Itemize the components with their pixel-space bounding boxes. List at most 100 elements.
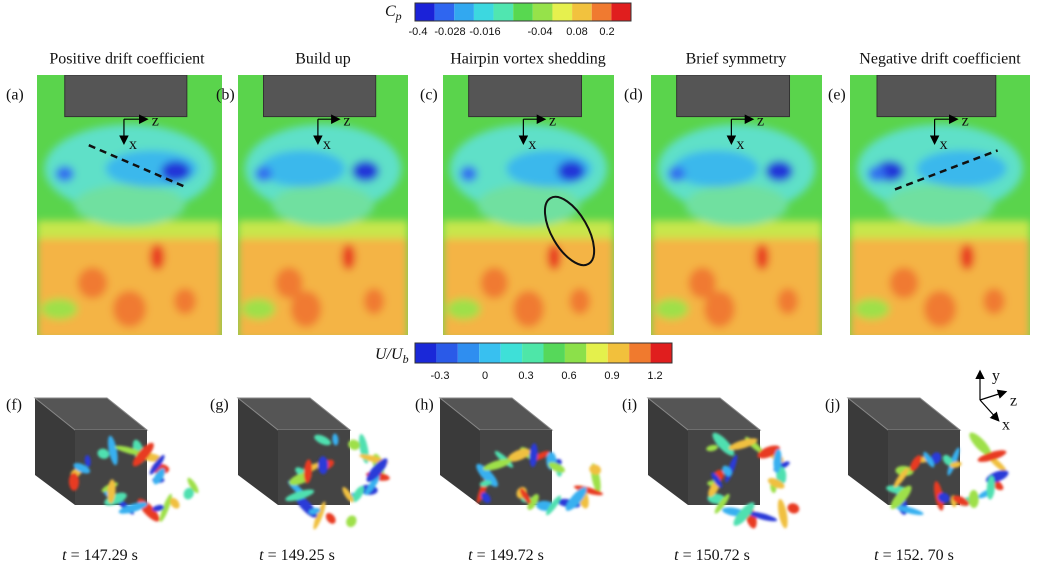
color-swatch [434, 3, 455, 21]
color-swatch [564, 343, 587, 363]
high-pressure [77, 267, 108, 299]
color-swatch [500, 343, 523, 363]
vortex-blob [942, 454, 953, 466]
vortex-blob [565, 487, 587, 511]
vortex-blob [773, 449, 782, 473]
vortex-blob [712, 432, 735, 456]
vortex-blob [152, 504, 165, 512]
vortex-blob [352, 485, 365, 502]
blur-layer [850, 124, 1030, 335]
colorbar-tick-label: 0.9 [604, 370, 619, 382]
color-swatch [479, 343, 501, 363]
field-region [673, 150, 759, 187]
field-band [850, 220, 1030, 239]
time-variable: t [259, 547, 264, 564]
color-swatch [532, 3, 553, 21]
low-pressure [668, 166, 686, 182]
vortex-blob [342, 486, 354, 503]
time-value: = 149.25 s [268, 547, 335, 564]
field-region [654, 298, 689, 320]
field-region [260, 150, 346, 187]
contour-panel: xz [443, 75, 614, 335]
snapshot-letter: (f) [6, 397, 22, 414]
vortex-blob [986, 475, 995, 500]
vortex-blob [890, 485, 912, 510]
blur-layer [37, 124, 222, 335]
vortex-blob [909, 455, 922, 472]
vortex-blob [529, 443, 538, 468]
colorbar-tick-label: 0.3 [518, 370, 533, 382]
vortex-blob [748, 511, 778, 522]
colorbar-tick-label: 0.08 [566, 26, 587, 38]
body [64, 75, 188, 118]
vortex-blob [348, 439, 360, 450]
time-variable: t [468, 547, 473, 564]
colorbar-frame [414, 342, 673, 364]
high-pressure [290, 290, 322, 328]
high-pressure [275, 267, 303, 299]
vortex-blob [711, 472, 723, 488]
vortex-structure [886, 432, 1009, 516]
vortex-blob [548, 462, 565, 473]
vortex-blob [132, 442, 154, 467]
axis-label: z [343, 112, 350, 129]
vortex-blob [314, 434, 331, 446]
vortex-blob [68, 472, 79, 491]
vortex-blob [787, 503, 800, 514]
color-swatch [586, 343, 608, 363]
cp-colorbar: -0.4 -0.028 -0.016 -0.04 0.08 0.2 [409, 2, 632, 38]
field-region [74, 184, 185, 226]
field-band [651, 236, 822, 335]
panel-title: Brief symmetry [686, 51, 787, 68]
panel-letter: (e) [828, 87, 846, 104]
vortex-blob [169, 497, 180, 509]
cube-left [35, 398, 75, 505]
color-swatch [552, 3, 573, 21]
axis-label: x [940, 136, 948, 153]
field-region [477, 184, 580, 226]
colorbar-tick-label: 0.2 [599, 26, 614, 38]
time-variable: t [874, 547, 879, 564]
field-region [685, 184, 788, 226]
panel-letter: (b) [216, 87, 235, 104]
vortex-blob [589, 464, 602, 475]
field-region [446, 298, 481, 320]
vortex-blob [757, 445, 780, 459]
vortex-blob [977, 450, 1007, 462]
axis-triad [975, 369, 1008, 422]
drift-line [88, 144, 186, 188]
time-label: t = 149.72 s [468, 547, 544, 564]
high-pressure [704, 290, 735, 328]
cp-symbol: Cp [385, 3, 402, 23]
high-pressure [569, 288, 591, 315]
time-value: = 150.72 s [683, 547, 750, 564]
field-band [37, 220, 222, 239]
high-pressure [688, 267, 716, 299]
low-pressure [255, 166, 272, 182]
low-pressure [460, 166, 478, 182]
color-swatch [513, 3, 533, 21]
axis-label: z [962, 112, 969, 129]
color-swatch [629, 343, 651, 363]
snapshot-letter: (h) [415, 397, 434, 414]
color-swatch [415, 343, 437, 363]
vortex-blob [482, 458, 512, 471]
vortex-blob [706, 444, 718, 452]
color-swatch [591, 3, 612, 21]
snapshot-letter: (g) [210, 397, 229, 414]
time-value: = 152. 70 s [883, 547, 954, 564]
vortex-blob [285, 489, 315, 502]
low-pressure [557, 160, 585, 182]
vortex-blob [952, 495, 970, 506]
color-swatch [473, 3, 494, 21]
axis-label: x [129, 136, 137, 153]
body [263, 75, 377, 118]
triad-label: x [1002, 417, 1010, 434]
triad-arrow [979, 389, 1008, 401]
vortex-blob [153, 468, 165, 485]
color-swatch [415, 3, 435, 21]
vortex-blob [893, 467, 909, 488]
field-region [853, 298, 890, 320]
axis-label: z [549, 112, 556, 129]
